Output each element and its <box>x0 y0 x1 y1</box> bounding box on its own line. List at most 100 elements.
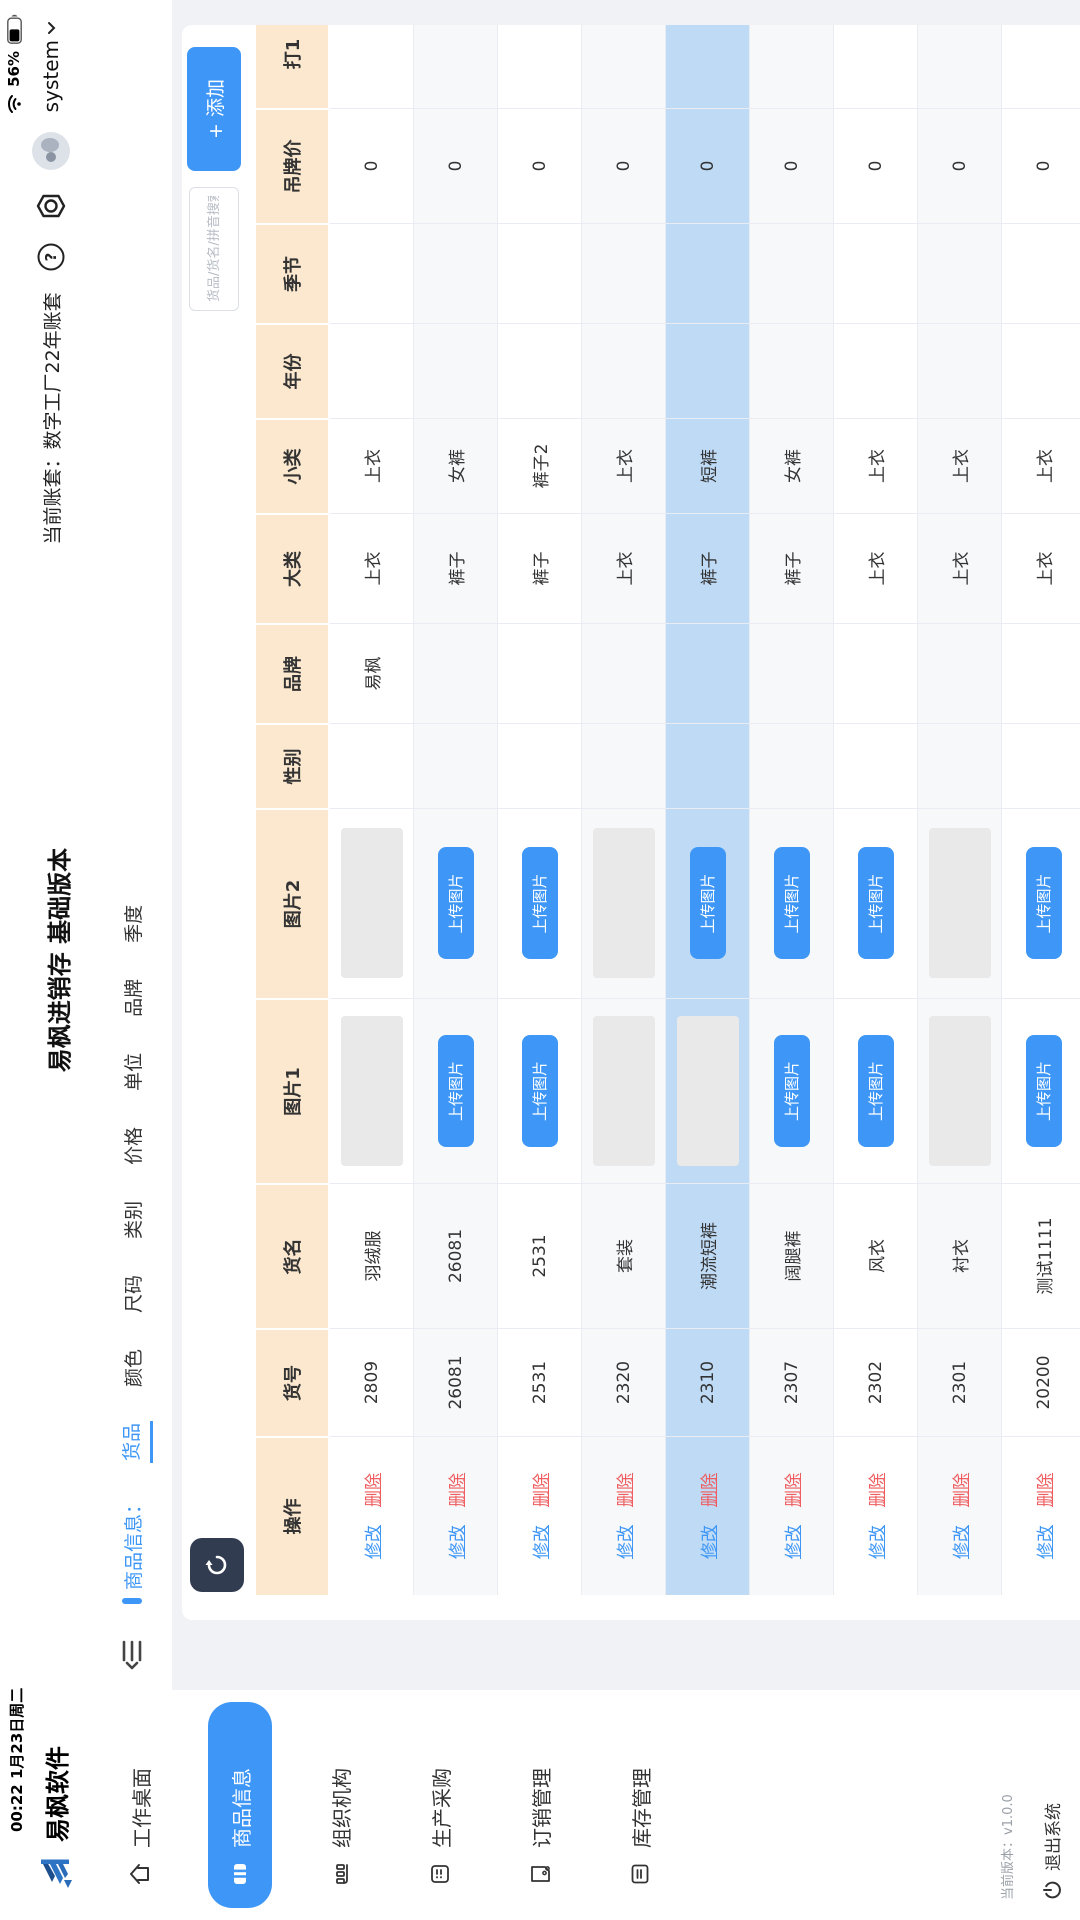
gender <box>582 723 666 808</box>
season <box>834 223 918 323</box>
item-number: 2302 <box>834 1328 918 1436</box>
delete-link[interactable]: 删除 <box>868 1473 888 1507</box>
edit-link[interactable]: 修改 <box>448 1525 468 1559</box>
image1-cell <box>582 998 666 1183</box>
sidebar-item-orders[interactable]: 订销管理 <box>508 1690 572 1920</box>
item-name: 26081 <box>414 1183 498 1328</box>
delete-link[interactable]: 删除 <box>700 1473 720 1507</box>
year <box>918 323 1002 418</box>
extra <box>414 25 498 108</box>
sidebar-item-desktop[interactable]: 工作桌面 <box>108 1690 172 1920</box>
upload-image-button[interactable]: 上传图片 <box>1025 847 1062 960</box>
tab-pinpai[interactable]: 品牌 <box>122 978 145 1017</box>
row-actions-cell: 修改 删除 <box>666 1436 750 1595</box>
upload-image-button[interactable]: 上传图片 <box>437 847 474 960</box>
table-row-2809[interactable]: 修改 删除 2809 羽绒服 易枫 上衣 上衣 0 <box>330 25 414 1595</box>
tab-chima[interactable]: 尺码 <box>122 1274 145 1313</box>
image-placeholder[interactable] <box>592 1016 655 1166</box>
upload-image-button[interactable]: 上传图片 <box>857 847 894 960</box>
tab-jiage[interactable]: 价格 <box>122 1126 145 1165</box>
battery-icon <box>6 14 22 44</box>
table-row-2301[interactable]: 修改 删除 2301 衬衣 上衣 上衣 0 <box>918 25 1002 1595</box>
sidebar-item-purchase[interactable]: 生产采购 <box>408 1690 472 1920</box>
delete-link[interactable]: 删除 <box>1036 1473 1056 1507</box>
row-actions-cell: 修改 删除 <box>414 1436 498 1595</box>
image-placeholder[interactable] <box>340 828 403 979</box>
exit-system-button[interactable]: 退出系统 <box>1039 1803 1064 1900</box>
upload-image-button[interactable]: 上传图片 <box>521 847 558 960</box>
image-placeholder[interactable] <box>340 1016 403 1166</box>
column-header-10: 季节 <box>256 223 330 323</box>
delete-link[interactable]: 删除 <box>952 1473 972 1507</box>
tab-leibie[interactable]: 类别 <box>122 1200 145 1239</box>
edit-link[interactable]: 修改 <box>1036 1525 1056 1559</box>
user-menu[interactable]: system <box>39 20 63 112</box>
image-placeholder[interactable] <box>676 1016 739 1166</box>
tab-huopin[interactable]: 货品 <box>111 1420 153 1463</box>
edit-link[interactable]: 修改 <box>784 1525 804 1559</box>
image-placeholder[interactable] <box>592 828 655 979</box>
upload-image-button[interactable]: 上传图片 <box>773 1035 810 1147</box>
major-category: 上衣 <box>582 513 666 623</box>
delete-link[interactable]: 删除 <box>616 1473 636 1507</box>
image2-cell <box>918 808 1002 998</box>
image1-cell <box>666 998 750 1183</box>
user-avatar[interactable] <box>32 132 70 171</box>
chevron-down-icon <box>48 22 56 34</box>
item-number: 2809 <box>330 1328 414 1436</box>
image1-cell <box>330 998 414 1183</box>
upload-image-button[interactable]: 上传图片 <box>521 1035 558 1147</box>
battery-percent: 56% <box>5 51 23 87</box>
menu-fold-icon[interactable] <box>117 1640 147 1670</box>
sidebar-item-goods[interactable]: 商品信息 <box>208 1702 272 1908</box>
group-accent-bar <box>122 1598 142 1604</box>
item-number: 2320 <box>582 1328 666 1436</box>
sidebar-item-inventory[interactable]: 库存管理 <box>608 1690 672 1920</box>
major-category: 裤子 <box>750 513 834 623</box>
image2-cell: 上传图片 <box>498 808 582 998</box>
delete-link[interactable]: 删除 <box>364 1473 384 1507</box>
table-row-2302[interactable]: 修改 删除 2302 风衣 上传图片 上传图片 上衣 上衣 0 <box>834 25 918 1595</box>
edit-link[interactable]: 修改 <box>868 1525 888 1559</box>
delete-link[interactable]: 删除 <box>784 1473 804 1507</box>
extra <box>498 25 582 108</box>
edit-link[interactable]: 修改 <box>364 1525 384 1559</box>
settings-gear-icon[interactable] <box>35 190 67 222</box>
tab-yanse[interactable]: 颜色 <box>122 1348 145 1387</box>
delete-link[interactable]: 删除 <box>532 1473 552 1507</box>
search-input[interactable] <box>189 187 239 311</box>
edit-link[interactable]: 修改 <box>700 1525 720 1559</box>
image2-cell: 上传图片 <box>414 808 498 998</box>
year <box>750 323 834 418</box>
column-header-6: 品牌 <box>256 623 330 723</box>
tab-danwei[interactable]: 单位 <box>122 1052 145 1091</box>
season <box>666 223 750 323</box>
brand <box>582 623 666 723</box>
upload-image-button[interactable]: 上传图片 <box>1025 1035 1062 1147</box>
upload-image-button[interactable]: 上传图片 <box>857 1035 894 1147</box>
edit-link[interactable]: 修改 <box>616 1525 636 1559</box>
edit-link[interactable]: 修改 <box>532 1525 552 1559</box>
tab-jidu[interactable]: 季度 <box>122 904 145 943</box>
image-placeholder[interactable] <box>928 1016 991 1166</box>
delete-link[interactable]: 删除 <box>448 1473 468 1507</box>
table-row-2310[interactable]: 修改 删除 2310 潮流短裤 上传图片 裤子 短裤 0 <box>666 25 750 1595</box>
help-icon[interactable]: ? <box>36 242 66 272</box>
status-time: 00:22 1月23日周二 <box>8 1687 26 1832</box>
image-placeholder[interactable] <box>928 828 991 979</box>
edit-link[interactable]: 修改 <box>952 1525 972 1559</box>
refresh-button[interactable] <box>190 1538 244 1592</box>
minor-category: 女裤 <box>750 418 834 513</box>
sidebar-item-organization[interactable]: 组织机构 <box>308 1690 372 1920</box>
table-row-2531[interactable]: 修改 删除 2531 2531 上传图片 上传图片 裤子 裤子2 0 <box>498 25 582 1595</box>
tag-price: 0 <box>918 108 1002 223</box>
table-row-26081[interactable]: 修改 删除 26081 26081 上传图片 上传图片 裤子 女裤 0 <box>414 25 498 1595</box>
upload-image-button[interactable]: 上传图片 <box>437 1035 474 1147</box>
add-button[interactable]: + 添加 <box>187 47 241 171</box>
table-row-2320[interactable]: 修改 删除 2320 套装 上衣 上衣 0 <box>582 25 666 1595</box>
purchase-icon <box>431 1865 449 1883</box>
upload-image-button[interactable]: 上传图片 <box>773 847 810 960</box>
table-row-20200[interactable]: 修改 删除 20200 测试1111 上传图片 上传图片 上衣 上衣 0 <box>1002 25 1080 1595</box>
table-row-2307[interactable]: 修改 删除 2307 阔腿裤 上传图片 上传图片 裤子 女裤 0 <box>750 25 834 1595</box>
upload-image-button[interactable]: 上传图片 <box>689 847 726 960</box>
